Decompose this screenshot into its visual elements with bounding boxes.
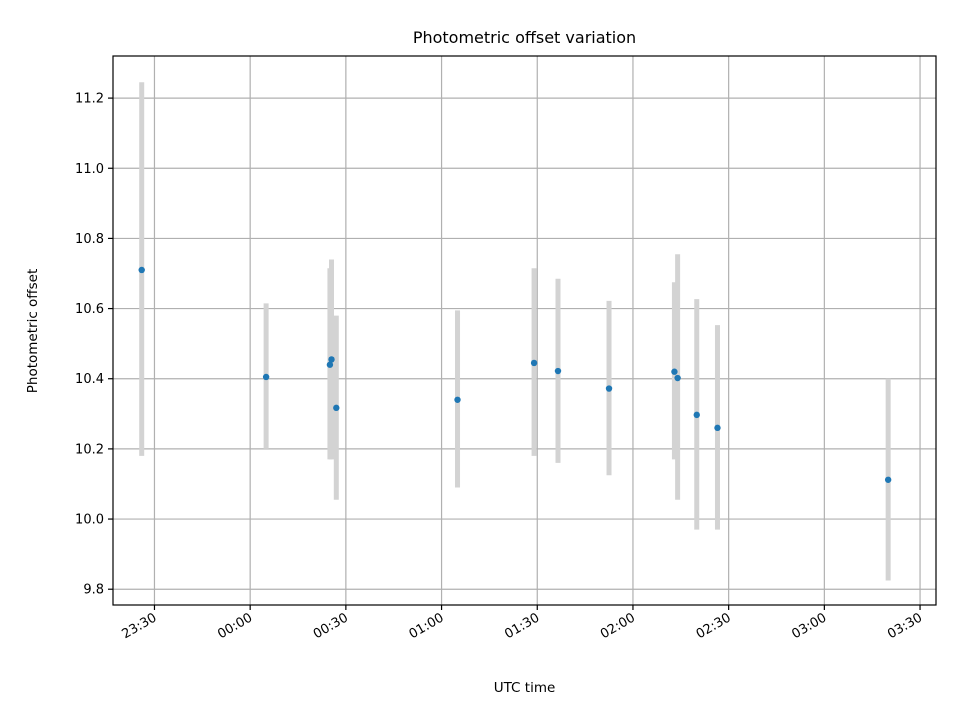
x-tick-label: 00:00 (215, 610, 255, 642)
data-point (262, 373, 270, 381)
data-points (138, 266, 892, 483)
y-tick-label: 10.6 (75, 302, 104, 317)
y-tick-label: 10.8 (75, 232, 104, 247)
x-tick-label: 03:30 (885, 610, 925, 642)
x-tick-label: 02:00 (598, 610, 638, 642)
data-point (333, 404, 340, 412)
x-tick-label: 23:30 (120, 610, 160, 642)
chart-title: Photometric offset variation (413, 28, 636, 47)
data-point (714, 424, 721, 432)
x-tick-label: 01:00 (407, 610, 447, 642)
data-point (454, 396, 461, 403)
data-point (674, 374, 681, 382)
x-tick-label: 02:30 (694, 610, 734, 642)
data-point (530, 359, 538, 367)
axis-ticks: 9.8 10.0 10.2 10.4 10.6 10.8 11.0 11.2 23:30 00:0… (75, 92, 925, 643)
data-point (884, 476, 892, 483)
error-bars (139, 82, 891, 581)
y-tick-label: 9.8 (83, 583, 104, 598)
data-point (328, 356, 335, 363)
plot-frame (112, 55, 937, 606)
data-point (693, 411, 700, 419)
x-tick-label: 00:30 (311, 610, 351, 642)
y-tick-label: 10.0 (75, 513, 104, 528)
data-point (138, 266, 145, 274)
y-axis-label: Photometric offset (25, 269, 41, 393)
data-point (671, 368, 678, 375)
x-tick-label: 01:30 (502, 610, 542, 642)
y-tick-label: 11.2 (75, 92, 104, 107)
y-tick-label: 11.0 (75, 162, 104, 177)
data-point (326, 361, 334, 368)
data-point (554, 367, 562, 375)
x-axis-label: UTC time (494, 680, 556, 696)
y-tick-label: 10.2 (75, 442, 104, 457)
grid-lines (113, 56, 936, 605)
y-tick-label: 10.4 (75, 372, 104, 387)
x-tick-label: 03:00 (789, 610, 829, 642)
data-point (605, 385, 613, 392)
